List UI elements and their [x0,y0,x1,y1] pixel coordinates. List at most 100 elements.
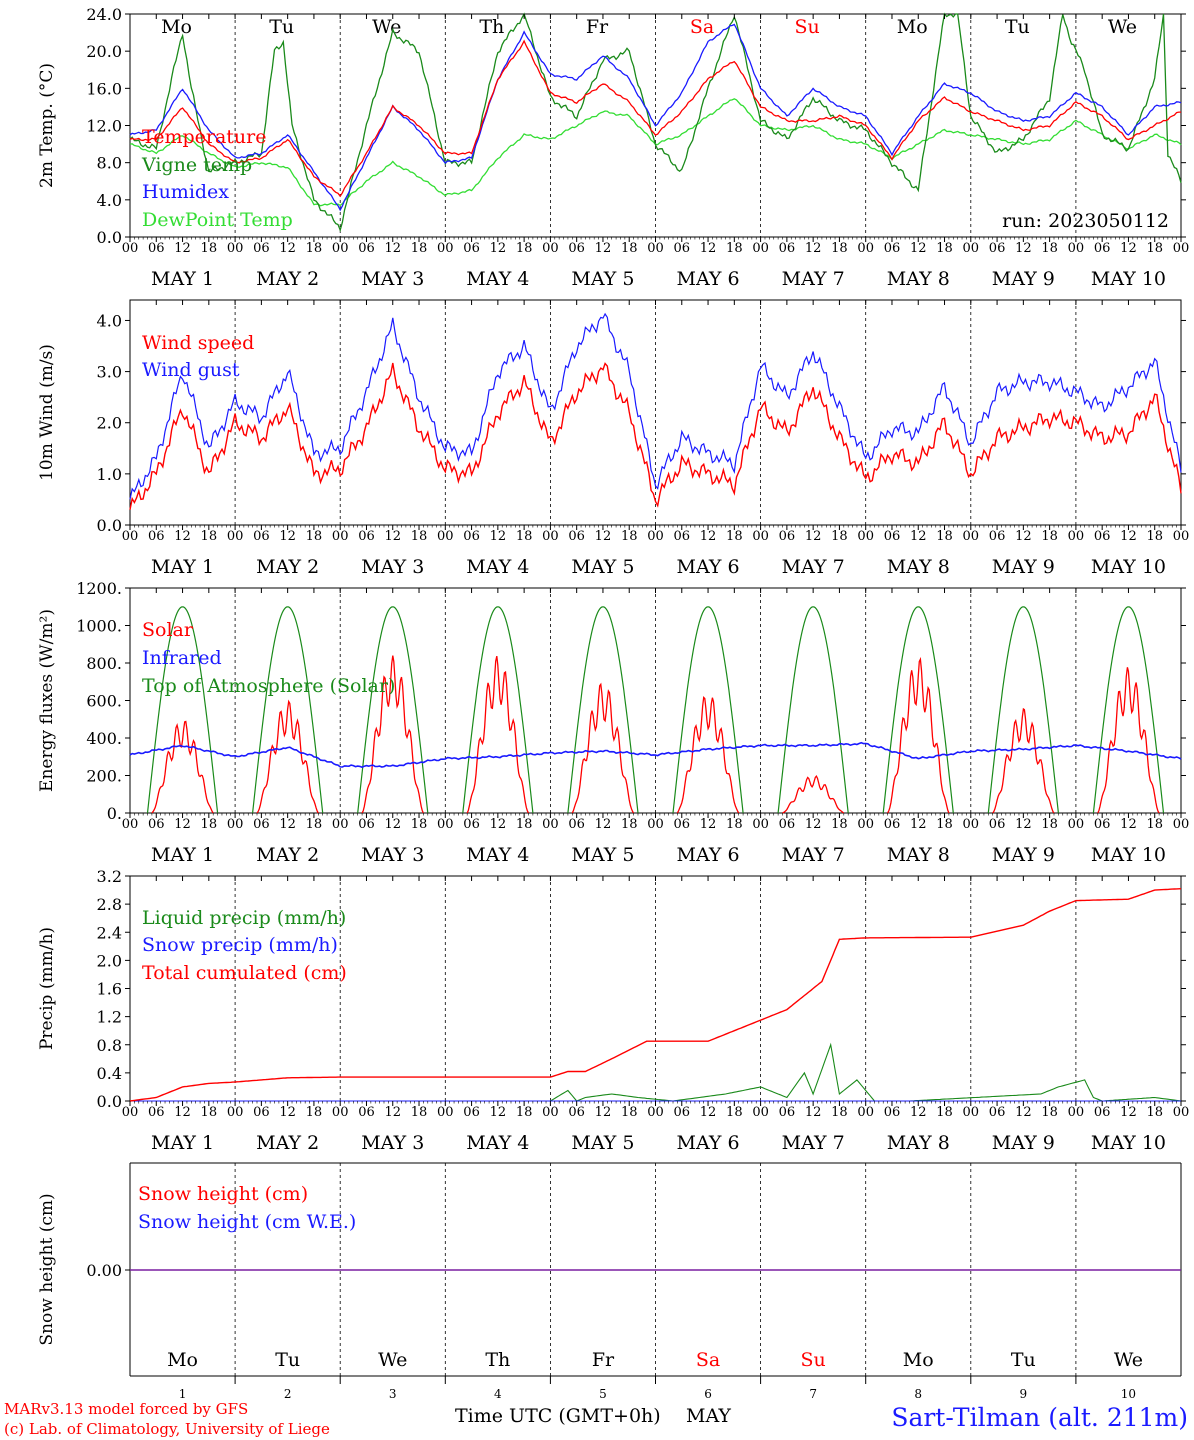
hour-tick-label: 12 [279,241,296,256]
hour-tick-label: 06 [989,817,1006,832]
hour-tick-label: 12 [279,1105,296,1120]
day-name: We [372,16,401,38]
hour-tick-label: 00 [752,1105,769,1120]
hour-tick-label: 00 [1173,529,1190,544]
legend-entry: DewPoint Temp [142,209,293,231]
hour-tick-label: 06 [358,529,375,544]
date-label: MAY 10 [1091,1132,1166,1154]
hour-tick-label: 18 [411,817,428,832]
hour-tick-label: 00 [752,529,769,544]
hour-tick-label: 06 [568,1105,585,1120]
y-axis-label: Energy fluxes (W/m²) [37,609,57,792]
date-label: MAY 1 [151,1132,214,1154]
hour-tick-label: 06 [674,817,691,832]
date-label: MAY 2 [256,844,319,866]
hour-tick-label: 12 [595,241,612,256]
day-number: 6 [704,1387,712,1401]
hour-tick-label: 00 [1068,817,1085,832]
date-label: MAY 4 [466,1132,529,1154]
day-name: Th [485,1349,510,1371]
solar-line [676,695,740,814]
hour-tick-label: 00 [963,817,980,832]
y-tick-label: 24.0 [86,5,122,24]
date-label: MAY 5 [571,268,634,290]
hour-tick-label: 18 [411,241,428,256]
hour-tick-label: 18 [306,817,323,832]
hour-tick-label: 00 [122,529,139,544]
toa-solar-line [777,606,849,814]
hour-tick-label: 00 [857,817,874,832]
hour-tick-label: 12 [279,817,296,832]
day-name: We [1108,16,1137,38]
hour-tick-label: 18 [936,529,953,544]
date-label: MAY 3 [361,844,424,866]
hour-tick-label: 06 [884,817,901,832]
hour-tick-label: 06 [989,1105,1006,1120]
hour-tick-label: 00 [963,529,980,544]
day-name: Su [801,1349,826,1371]
hour-tick-label: 06 [568,241,585,256]
y-tick-label: 0.0 [97,228,122,247]
hour-tick-label: 06 [1094,817,1111,832]
toa-solar-line [987,606,1059,814]
energy-panel: 0. 200. 400. 600. 800. 1000. 1200. Energy fluxe… [37,579,1189,866]
infrared-line [129,741,1182,769]
humidex-line [129,23,1182,212]
day-name: Mo [167,1349,198,1371]
hour-tick-label: 06 [1094,1105,1111,1120]
toa-solar-line [252,606,324,814]
date-label: MAY 8 [887,844,950,866]
date-label: MAY 6 [677,844,740,866]
hour-tick-label: 06 [253,817,270,832]
day-name: Tu [275,1349,300,1371]
hour-tick-label: 00 [227,529,244,544]
hour-tick-label: 18 [831,241,848,256]
precip-panel: 0.0 0.4 0.8 1.2 1.6 2.0 2.4 2.8 3.2 Precip (mm/h)… [37,867,1189,1154]
hour-tick-label: 12 [384,1105,401,1120]
day-name: Th [479,16,504,38]
date-label: MAY 7 [782,268,845,290]
y-tick-label: 800. [86,654,122,673]
hour-tick-label: 12 [1015,1105,1032,1120]
hour-tick-label: 12 [1120,1105,1137,1120]
hour-tick-label: 06 [253,529,270,544]
hour-tick-label: 18 [831,817,848,832]
hour-tick-label: 18 [411,529,428,544]
y-tick-label: 2.8 [97,895,122,914]
hour-tick-label: 12 [700,241,717,256]
day-name: Mo [161,16,192,38]
hour-tick-label: 18 [516,1105,533,1120]
hour-tick-label: 18 [516,529,533,544]
hour-tick-label: 06 [253,1105,270,1120]
date-label: MAY 4 [466,844,529,866]
hour-tick-label: 12 [910,529,927,544]
day-number: 8 [914,1387,922,1401]
footer: MARv3.13 model forced by GFS (c) Lab. of… [4,1400,1188,1438]
date-label: MAY 6 [677,556,740,578]
date-label: MAY 2 [256,268,319,290]
hour-tick-label: 00 [437,1105,454,1120]
y-axis-label: Precip (mm/h) [37,927,57,1050]
hour-tick-label: 12 [384,817,401,832]
model-credit: MARv3.13 model forced by GFS [4,1400,248,1418]
hour-tick-label: 12 [490,529,507,544]
y-tick-label: 16.0 [86,79,122,98]
hour-tick-label: 12 [279,529,296,544]
hour-tick-label: 18 [1146,817,1163,832]
hour-tick-label: 06 [463,1105,480,1120]
day-number: 10 [1121,1387,1136,1401]
date-label: MAY 1 [151,268,214,290]
y-tick-label: 8.0 [97,154,122,173]
y-tick-label: 1000. [76,617,122,636]
legend-entry: Snow height (cm) [138,1183,308,1205]
hour-tick-label: 06 [463,241,480,256]
hour-tick-label: 00 [227,1105,244,1120]
hour-tick-label: 12 [805,529,822,544]
day-number: 7 [809,1387,817,1401]
hour-tick-label: 12 [910,1105,927,1120]
hour-tick-label: 12 [174,1105,191,1120]
date-label: MAY 10 [1091,268,1166,290]
hour-tick-label: 00 [752,817,769,832]
hour-tick-label: 18 [306,241,323,256]
hour-tick-label: 06 [989,241,1006,256]
